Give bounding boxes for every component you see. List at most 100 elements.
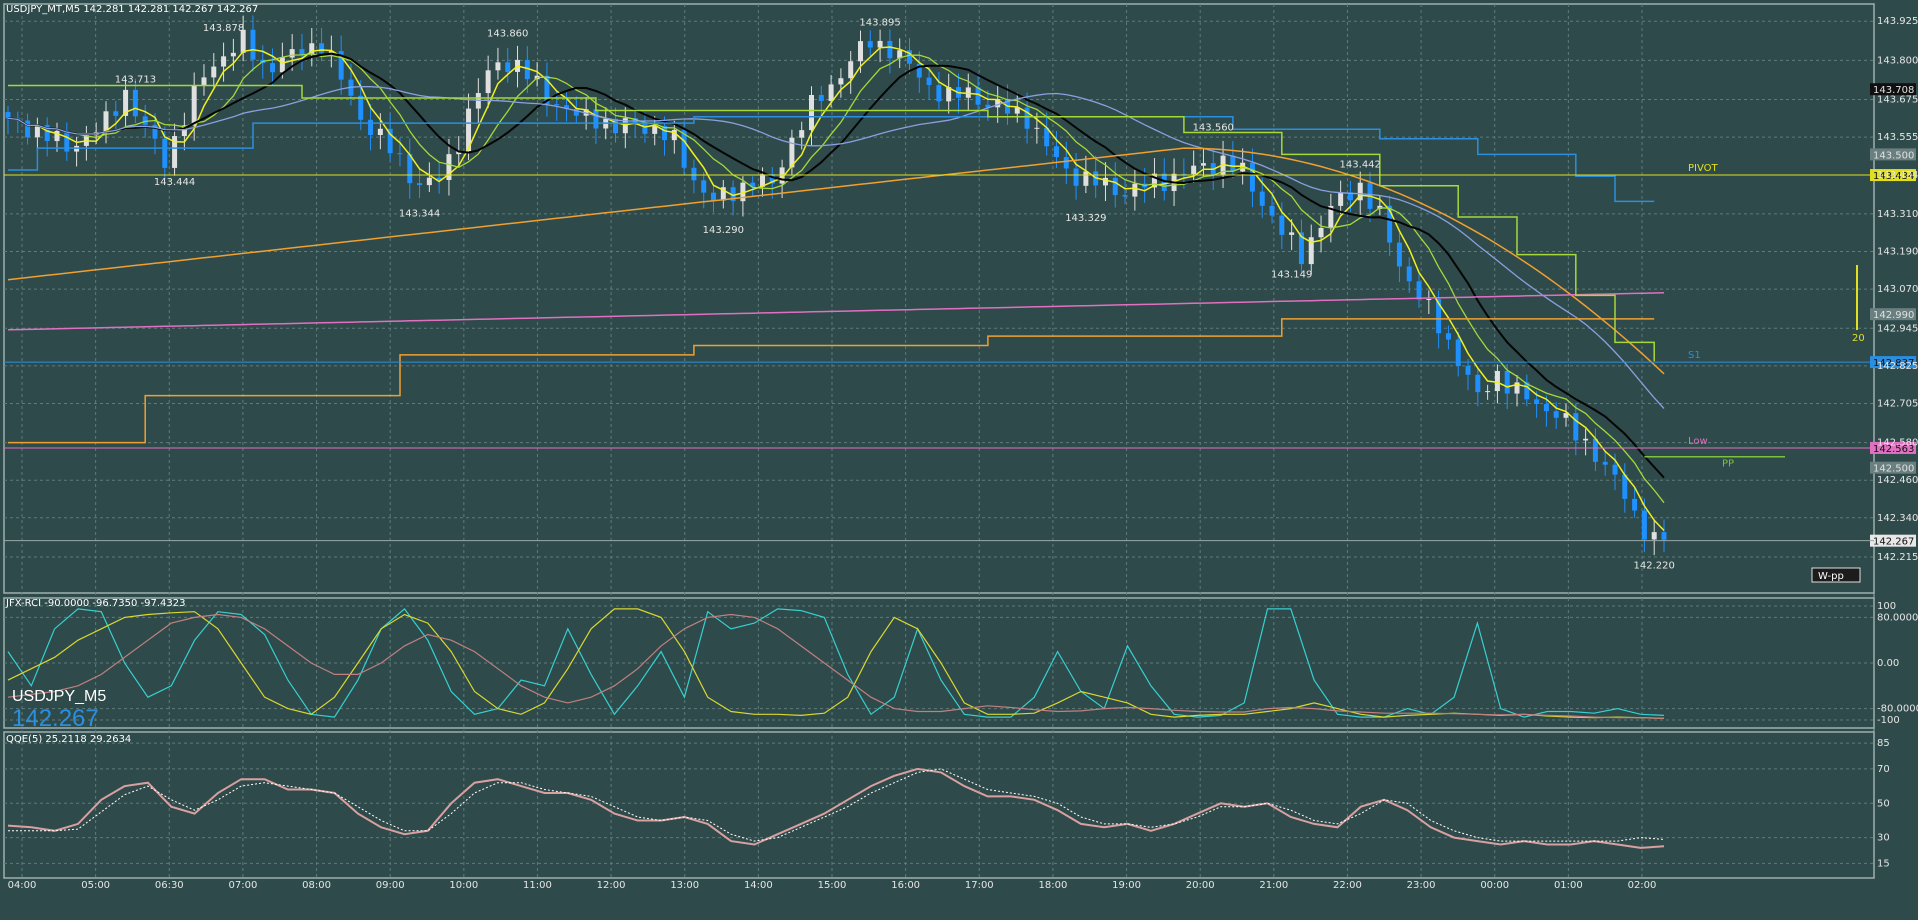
candle-body xyxy=(1632,498,1638,511)
candle-body xyxy=(1475,374,1481,393)
candle-body xyxy=(1279,215,1285,235)
candle-body xyxy=(1073,168,1079,186)
candle-body xyxy=(926,77,932,86)
candle-body xyxy=(809,94,815,131)
swing-label: 143.290 xyxy=(703,225,744,236)
candle-body xyxy=(1494,371,1500,392)
candle-body xyxy=(1328,205,1334,228)
swing-label: 143.149 xyxy=(1271,269,1312,280)
price-tag: 142.500 xyxy=(1873,464,1914,475)
time-tick-label: 22:00 xyxy=(1333,880,1362,891)
candle-body xyxy=(1259,191,1265,206)
candle-body xyxy=(1053,146,1059,158)
candle-body xyxy=(221,56,227,67)
candle-body xyxy=(789,137,795,168)
candle-body xyxy=(1563,413,1569,418)
chart-title: USDJPY_MT,M5 142.281 142.281 142.267 142… xyxy=(6,4,258,15)
rci-tick-label: 80.0000 xyxy=(1877,612,1918,623)
candle-body xyxy=(1289,232,1295,235)
candle-body xyxy=(916,63,922,78)
candle-body xyxy=(397,153,403,155)
candle-body xyxy=(1034,127,1040,129)
price-tag-bg xyxy=(1870,461,1916,474)
candle-body xyxy=(328,51,334,53)
candle-body xyxy=(338,51,344,80)
qqe-panel xyxy=(7,767,1665,849)
candle-body xyxy=(1612,464,1618,475)
rci-tick-label: -80.0000 xyxy=(1877,704,1918,715)
candle-body xyxy=(995,99,1001,108)
qqe-tick-label: 15 xyxy=(1877,858,1890,869)
candle-body xyxy=(946,87,952,102)
candle-body xyxy=(250,29,256,60)
time-tick-label: 05:00 xyxy=(81,880,110,891)
time-tick-label: 13:00 xyxy=(670,880,699,891)
candle-body xyxy=(1416,281,1422,300)
level-label: Low xyxy=(1688,436,1708,447)
time-tick-label: 19:00 xyxy=(1112,880,1141,891)
candle-body xyxy=(593,109,599,129)
candle-body xyxy=(887,40,893,59)
time-tick-label: 15:00 xyxy=(818,880,847,891)
candle-body xyxy=(54,130,60,142)
swing-label: 143.713 xyxy=(115,75,156,86)
candle-body xyxy=(1347,192,1353,201)
price-tag-bg xyxy=(1870,148,1916,161)
candle-body xyxy=(132,89,138,117)
ma-purple xyxy=(7,85,1665,409)
candle-body xyxy=(1592,438,1598,462)
candle-body xyxy=(691,167,697,181)
time-tick-label: 01:00 xyxy=(1554,880,1583,891)
level-price-tag-bg xyxy=(1870,441,1916,454)
qqe-tick-label: 70 xyxy=(1877,764,1890,775)
candle-body xyxy=(818,94,824,102)
rci-tick-label: -100 xyxy=(1877,715,1900,726)
candle-body xyxy=(44,125,50,142)
corner-symbol: USDJPY_M5 xyxy=(12,688,106,705)
rci-series-0 xyxy=(7,608,1665,718)
candle-body xyxy=(240,29,246,53)
candle-body xyxy=(975,87,981,105)
swing-label: 143.442 xyxy=(1340,160,1381,171)
candle-body xyxy=(299,49,305,55)
candle-body xyxy=(1524,382,1530,400)
swing-label: 143.344 xyxy=(399,208,440,219)
candle-body xyxy=(652,125,658,134)
candle-body xyxy=(1485,391,1491,393)
wpp-box xyxy=(1811,567,1861,583)
rci-tick-label: 0.00 xyxy=(1877,658,1899,669)
candle-body xyxy=(1181,173,1187,175)
step-green xyxy=(8,84,1655,362)
candle-body xyxy=(662,125,668,141)
price-tag: 142.990 xyxy=(1873,310,1914,321)
qqe-series-0 xyxy=(7,767,1665,849)
ma-orange-slow xyxy=(7,147,1665,375)
candle-body xyxy=(1102,177,1108,186)
candle-body xyxy=(456,151,462,155)
step-orange xyxy=(8,318,1655,444)
candle-body xyxy=(1132,183,1138,197)
candle-body xyxy=(1024,107,1030,129)
candle-body xyxy=(270,63,276,73)
time-tick-label: 23:00 xyxy=(1407,880,1436,891)
time-tick-label: 09:00 xyxy=(376,880,405,891)
candle-body xyxy=(1641,510,1647,540)
candle-body xyxy=(1406,266,1412,282)
axes: 04:00 05:00 06:30 07:00 08:00 09:00 10:00 11:00… xyxy=(8,16,1918,891)
candle-body xyxy=(407,154,413,184)
candle-body xyxy=(985,104,991,108)
candle-body xyxy=(1534,399,1540,405)
rci-panel xyxy=(7,608,1665,719)
candle-body xyxy=(1357,182,1363,201)
candle-body xyxy=(191,85,197,126)
candle-body xyxy=(730,187,736,202)
candle-body xyxy=(936,85,942,102)
price-tick-label: 142.705 xyxy=(1877,398,1918,409)
level-label: PIVOT xyxy=(1688,163,1719,174)
time-tick-label: 18:00 xyxy=(1038,880,1067,891)
candle-body xyxy=(642,122,648,134)
rci-title: JFX-RCI -90.0000 -96.7350 -97.4323 xyxy=(5,598,185,609)
ma-black xyxy=(7,52,1665,479)
level-label-pp: PP xyxy=(1722,459,1734,470)
candle-body xyxy=(740,182,746,202)
